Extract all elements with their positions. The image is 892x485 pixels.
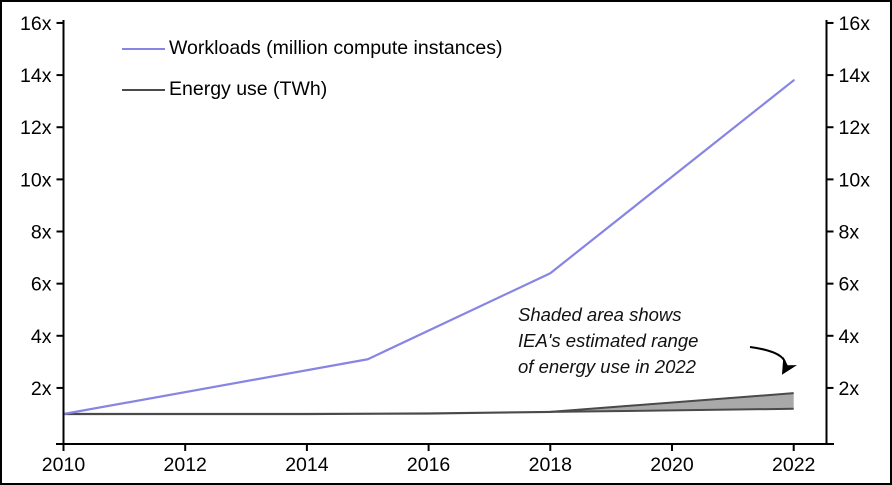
annotation-arrow bbox=[749, 346, 798, 375]
right-tick-label: 6x bbox=[839, 274, 860, 296]
x-tick-label: 2014 bbox=[285, 454, 329, 476]
left-tick-label: 2x bbox=[31, 378, 52, 400]
annotation-text: Shaded area shows IEA's estimated range … bbox=[518, 302, 698, 380]
x-tick-label: 2012 bbox=[164, 454, 207, 476]
iea-range-upper-edge bbox=[550, 392, 794, 413]
left-tick-label: 12x bbox=[20, 117, 52, 139]
annotation-line-1: Shaded area shows bbox=[518, 304, 682, 325]
left-tick-label: 16x bbox=[20, 13, 52, 35]
legend-label: Energy use (TWh) bbox=[169, 78, 328, 100]
right-tick-label: 16x bbox=[839, 13, 871, 35]
x-tick-label: 2018 bbox=[529, 454, 572, 476]
legend-swatch-line bbox=[122, 47, 165, 50]
x-tick-label: 2020 bbox=[650, 454, 694, 476]
iea-range-lower-edge bbox=[550, 407, 794, 413]
left-tick-label: 6x bbox=[31, 274, 52, 296]
right-tick-label: 10x bbox=[839, 169, 871, 191]
x-tick-label: 2016 bbox=[407, 454, 450, 476]
right-tick-label: 2x bbox=[839, 378, 860, 400]
series-line-workloads bbox=[62, 79, 795, 416]
left-tick-label: 10x bbox=[20, 169, 52, 191]
legend-row: Energy use (TWh) bbox=[122, 69, 502, 110]
legend-row: Workloads (million compute instances) bbox=[122, 28, 502, 69]
annotation-line-3: of energy use in 2022 bbox=[518, 356, 696, 377]
left-tick-label: 4x bbox=[31, 326, 52, 348]
right-tick-label: 14x bbox=[839, 65, 871, 87]
x-tick-label: 2022 bbox=[772, 454, 815, 476]
legend: Workloads (million compute instances) Ene… bbox=[122, 28, 502, 110]
left-tick-label: 14x bbox=[20, 65, 52, 87]
legend-label: Workloads (million compute instances) bbox=[169, 37, 503, 59]
legend-swatch-line bbox=[122, 88, 165, 91]
right-tick-label: 12x bbox=[839, 117, 871, 139]
right-tick-label: 8x bbox=[839, 222, 860, 244]
annotation-line-2: IEA's estimated range bbox=[518, 330, 699, 351]
series-line-energy bbox=[62, 410, 552, 416]
right-tick-label: 4x bbox=[839, 326, 860, 348]
x-tick-label: 2010 bbox=[42, 454, 86, 476]
left-tick-label: 8x bbox=[31, 222, 52, 244]
